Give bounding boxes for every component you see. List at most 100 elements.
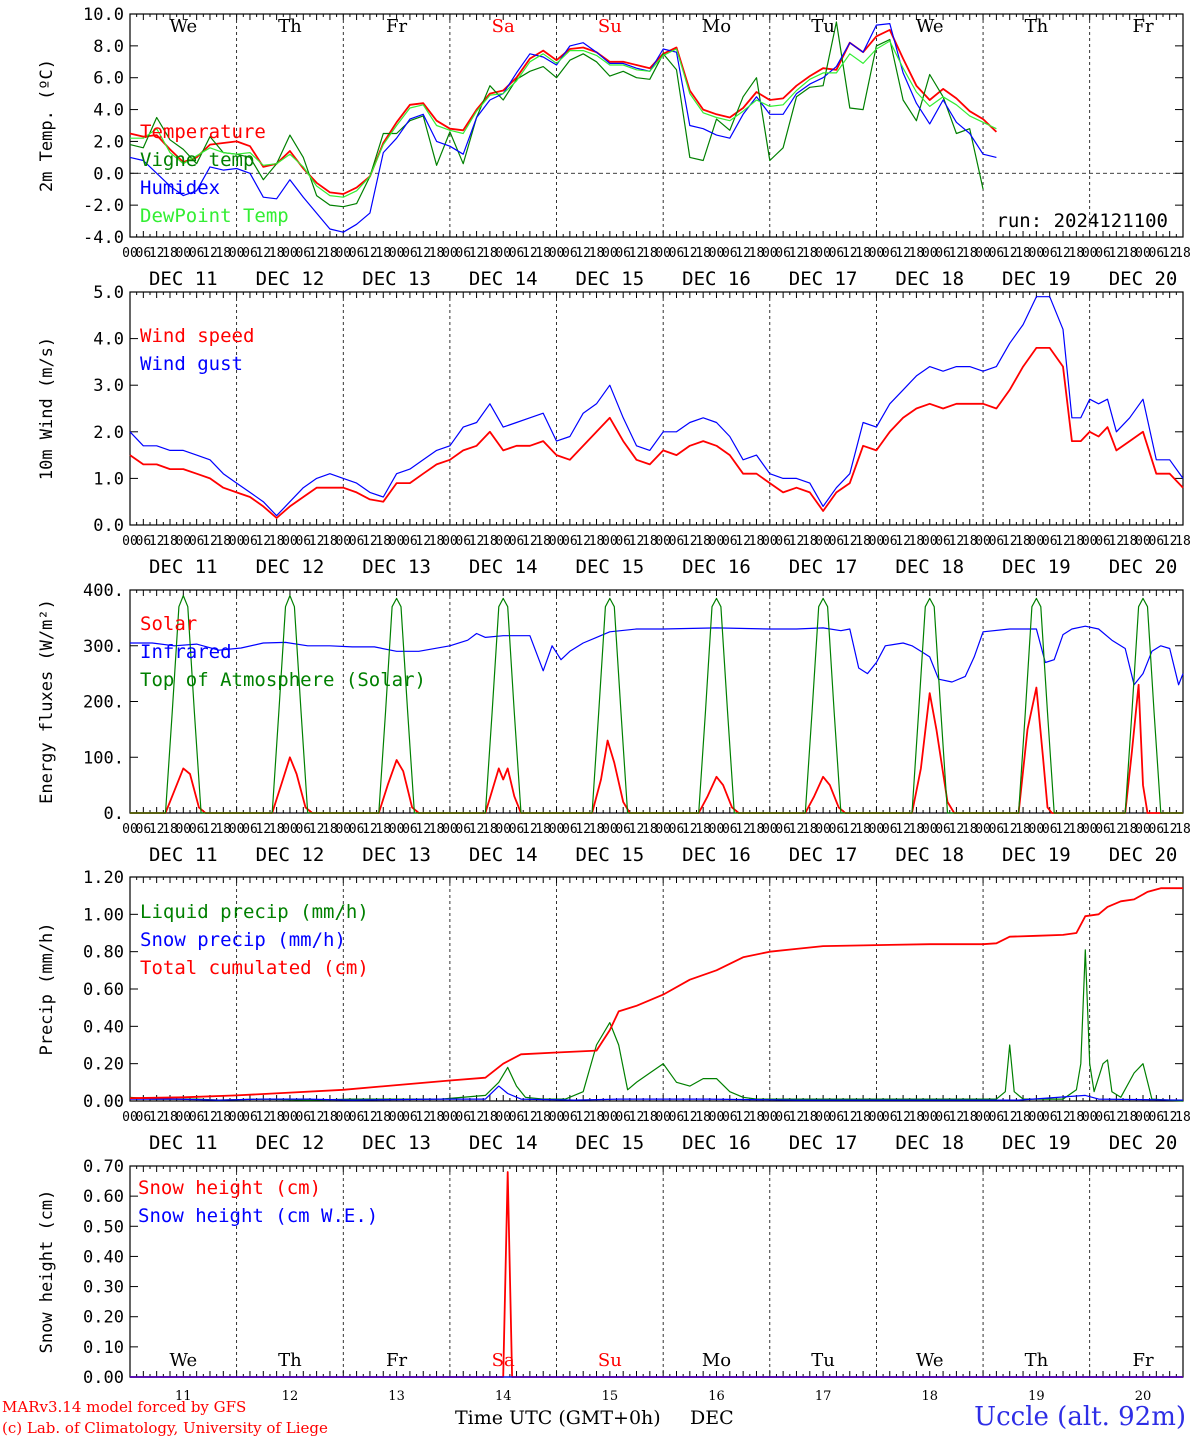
hour-tick-label: 06 (295, 246, 311, 261)
legend-entry: Liquid precip (mm/h) (140, 901, 369, 923)
hour-tick-label: 00 (869, 246, 885, 261)
hour-tick-label: 00 (922, 534, 938, 549)
hour-tick-label: 18 (695, 534, 711, 549)
hour-tick-label: 12 (895, 534, 911, 549)
hour-tick-label: 06 (1149, 534, 1165, 549)
hour-tick-label: 06 (989, 1110, 1005, 1125)
y-tick-label: 0.70 (83, 1157, 124, 1177)
hour-tick-label: 18 (642, 1110, 658, 1125)
hour-tick-label: 00 (762, 1110, 778, 1125)
day-number-label: 18 (921, 1389, 938, 1404)
hour-tick-label: 18 (1122, 1110, 1138, 1125)
day-label: DEC 15 (576, 844, 645, 866)
hour-tick-label: 18 (589, 822, 605, 837)
hour-tick-label: 06 (455, 822, 471, 837)
hour-tick-label: 00 (442, 822, 458, 837)
day-label: DEC 20 (1109, 1132, 1178, 1154)
hour-tick-label: 00 (709, 822, 725, 837)
series-line-infrared (130, 625, 1184, 686)
plot-frame (129, 589, 1184, 814)
hour-tick-label: 12 (1162, 822, 1178, 837)
hour-tick-label: 00 (442, 534, 458, 549)
hour-tick-label: 06 (1095, 534, 1111, 549)
day-number-label: 12 (282, 1389, 299, 1404)
hour-tick-label: 18 (962, 1110, 978, 1125)
legend-entry: Snow height (cm W.E.) (138, 1205, 378, 1227)
y-tick-label: -2.0 (83, 196, 124, 216)
hour-tick-label: 00 (495, 822, 511, 837)
hour-tick-label: 00 (1029, 822, 1045, 837)
weekday-label: Su (598, 16, 622, 37)
hour-tick-label: 00 (815, 1110, 831, 1125)
legend-entry: Vigne temp (140, 149, 254, 171)
hour-tick-label: 18 (962, 246, 978, 261)
y-tick-label: 0.0 (93, 164, 124, 184)
weekday-label: Th (1025, 16, 1049, 37)
hour-tick-label: 00 (655, 1110, 671, 1125)
hour-tick-label: 12 (735, 534, 751, 549)
day-label: DEC 13 (362, 268, 431, 290)
hour-tick-label: 06 (935, 534, 951, 549)
hour-tick-label: 18 (1069, 822, 1085, 837)
hour-tick-label: 06 (402, 1110, 418, 1125)
hour-tick-label: 00 (602, 534, 618, 549)
hour-tick-label: 06 (189, 534, 205, 549)
hour-tick-label: 06 (615, 534, 631, 549)
hour-tick-label: 06 (402, 822, 418, 837)
hour-tick-label: 06 (402, 246, 418, 261)
hour-tick-label: 00 (389, 822, 405, 837)
hour-tick-label: 00 (389, 246, 405, 261)
hour-tick-label: 06 (295, 534, 311, 549)
hour-tick-label: 06 (989, 246, 1005, 261)
hour-tick-label: 06 (989, 822, 1005, 837)
hour-tick-label: 06 (669, 534, 685, 549)
hour-tick-label: 06 (615, 246, 631, 261)
hour-tick-label: 00 (282, 822, 298, 837)
day-label: DEC 14 (469, 556, 538, 578)
hour-tick-label: 18 (1015, 822, 1031, 837)
day-label: DEC 18 (895, 268, 964, 290)
hour-tick-label: 12 (469, 822, 485, 837)
hour-tick-label: 00 (975, 534, 991, 549)
day-label: DEC 13 (362, 1132, 431, 1154)
hour-tick-label: 18 (1175, 246, 1191, 261)
hour-tick-label: 06 (189, 1110, 205, 1125)
weekday-label: Sa (492, 1350, 515, 1371)
hour-tick-label: 18 (749, 1110, 765, 1125)
hour-tick-label: 18 (535, 822, 551, 837)
hour-tick-label: 18 (855, 1110, 871, 1125)
hour-tick-label: 06 (989, 534, 1005, 549)
panel-energy-fluxes: 0. 100. 200. 300. 400. Energy fluxes (W/m²) So… (37, 581, 1191, 866)
hour-tick-label: 12 (309, 822, 325, 837)
hour-tick-label: 06 (402, 534, 418, 549)
hour-tick-label: 00 (175, 246, 191, 261)
y-tick-label: 300. (83, 637, 124, 657)
hour-tick-label: 06 (562, 1110, 578, 1125)
day-label: DEC 17 (789, 1132, 858, 1154)
weekday-label: Mo (702, 1350, 731, 1371)
hour-tick-label: 06 (455, 1110, 471, 1125)
hour-tick-label: 00 (1082, 1110, 1098, 1125)
hour-tick-label: 00 (975, 822, 991, 837)
hour-tick-label: 12 (842, 534, 858, 549)
series-line-total-cumulated-cm- (129, 887, 1183, 1100)
day-number-label: 14 (495, 1389, 512, 1404)
hour-tick-label: 00 (122, 822, 138, 837)
hour-tick-label: 06 (1149, 1110, 1165, 1125)
day-label: DEC 16 (682, 268, 751, 290)
hour-tick-label: 18 (802, 822, 818, 837)
hour-tick-label: 06 (349, 246, 365, 261)
day-label: DEC 17 (789, 268, 858, 290)
hour-tick-label: 00 (815, 822, 831, 837)
hour-tick-label: 18 (375, 534, 391, 549)
hour-tick-label: 06 (189, 822, 205, 837)
hour-tick-label: 00 (442, 246, 458, 261)
hour-tick-label: 18 (802, 246, 818, 261)
hour-tick-label: 00 (1082, 822, 1098, 837)
hour-tick-label: 06 (935, 1110, 951, 1125)
day-label: DEC 16 (682, 844, 751, 866)
hour-tick-label: 00 (709, 534, 725, 549)
hour-tick-label: 18 (269, 534, 285, 549)
hour-tick-label: 00 (1135, 822, 1151, 837)
hour-tick-label: 12 (895, 822, 911, 837)
